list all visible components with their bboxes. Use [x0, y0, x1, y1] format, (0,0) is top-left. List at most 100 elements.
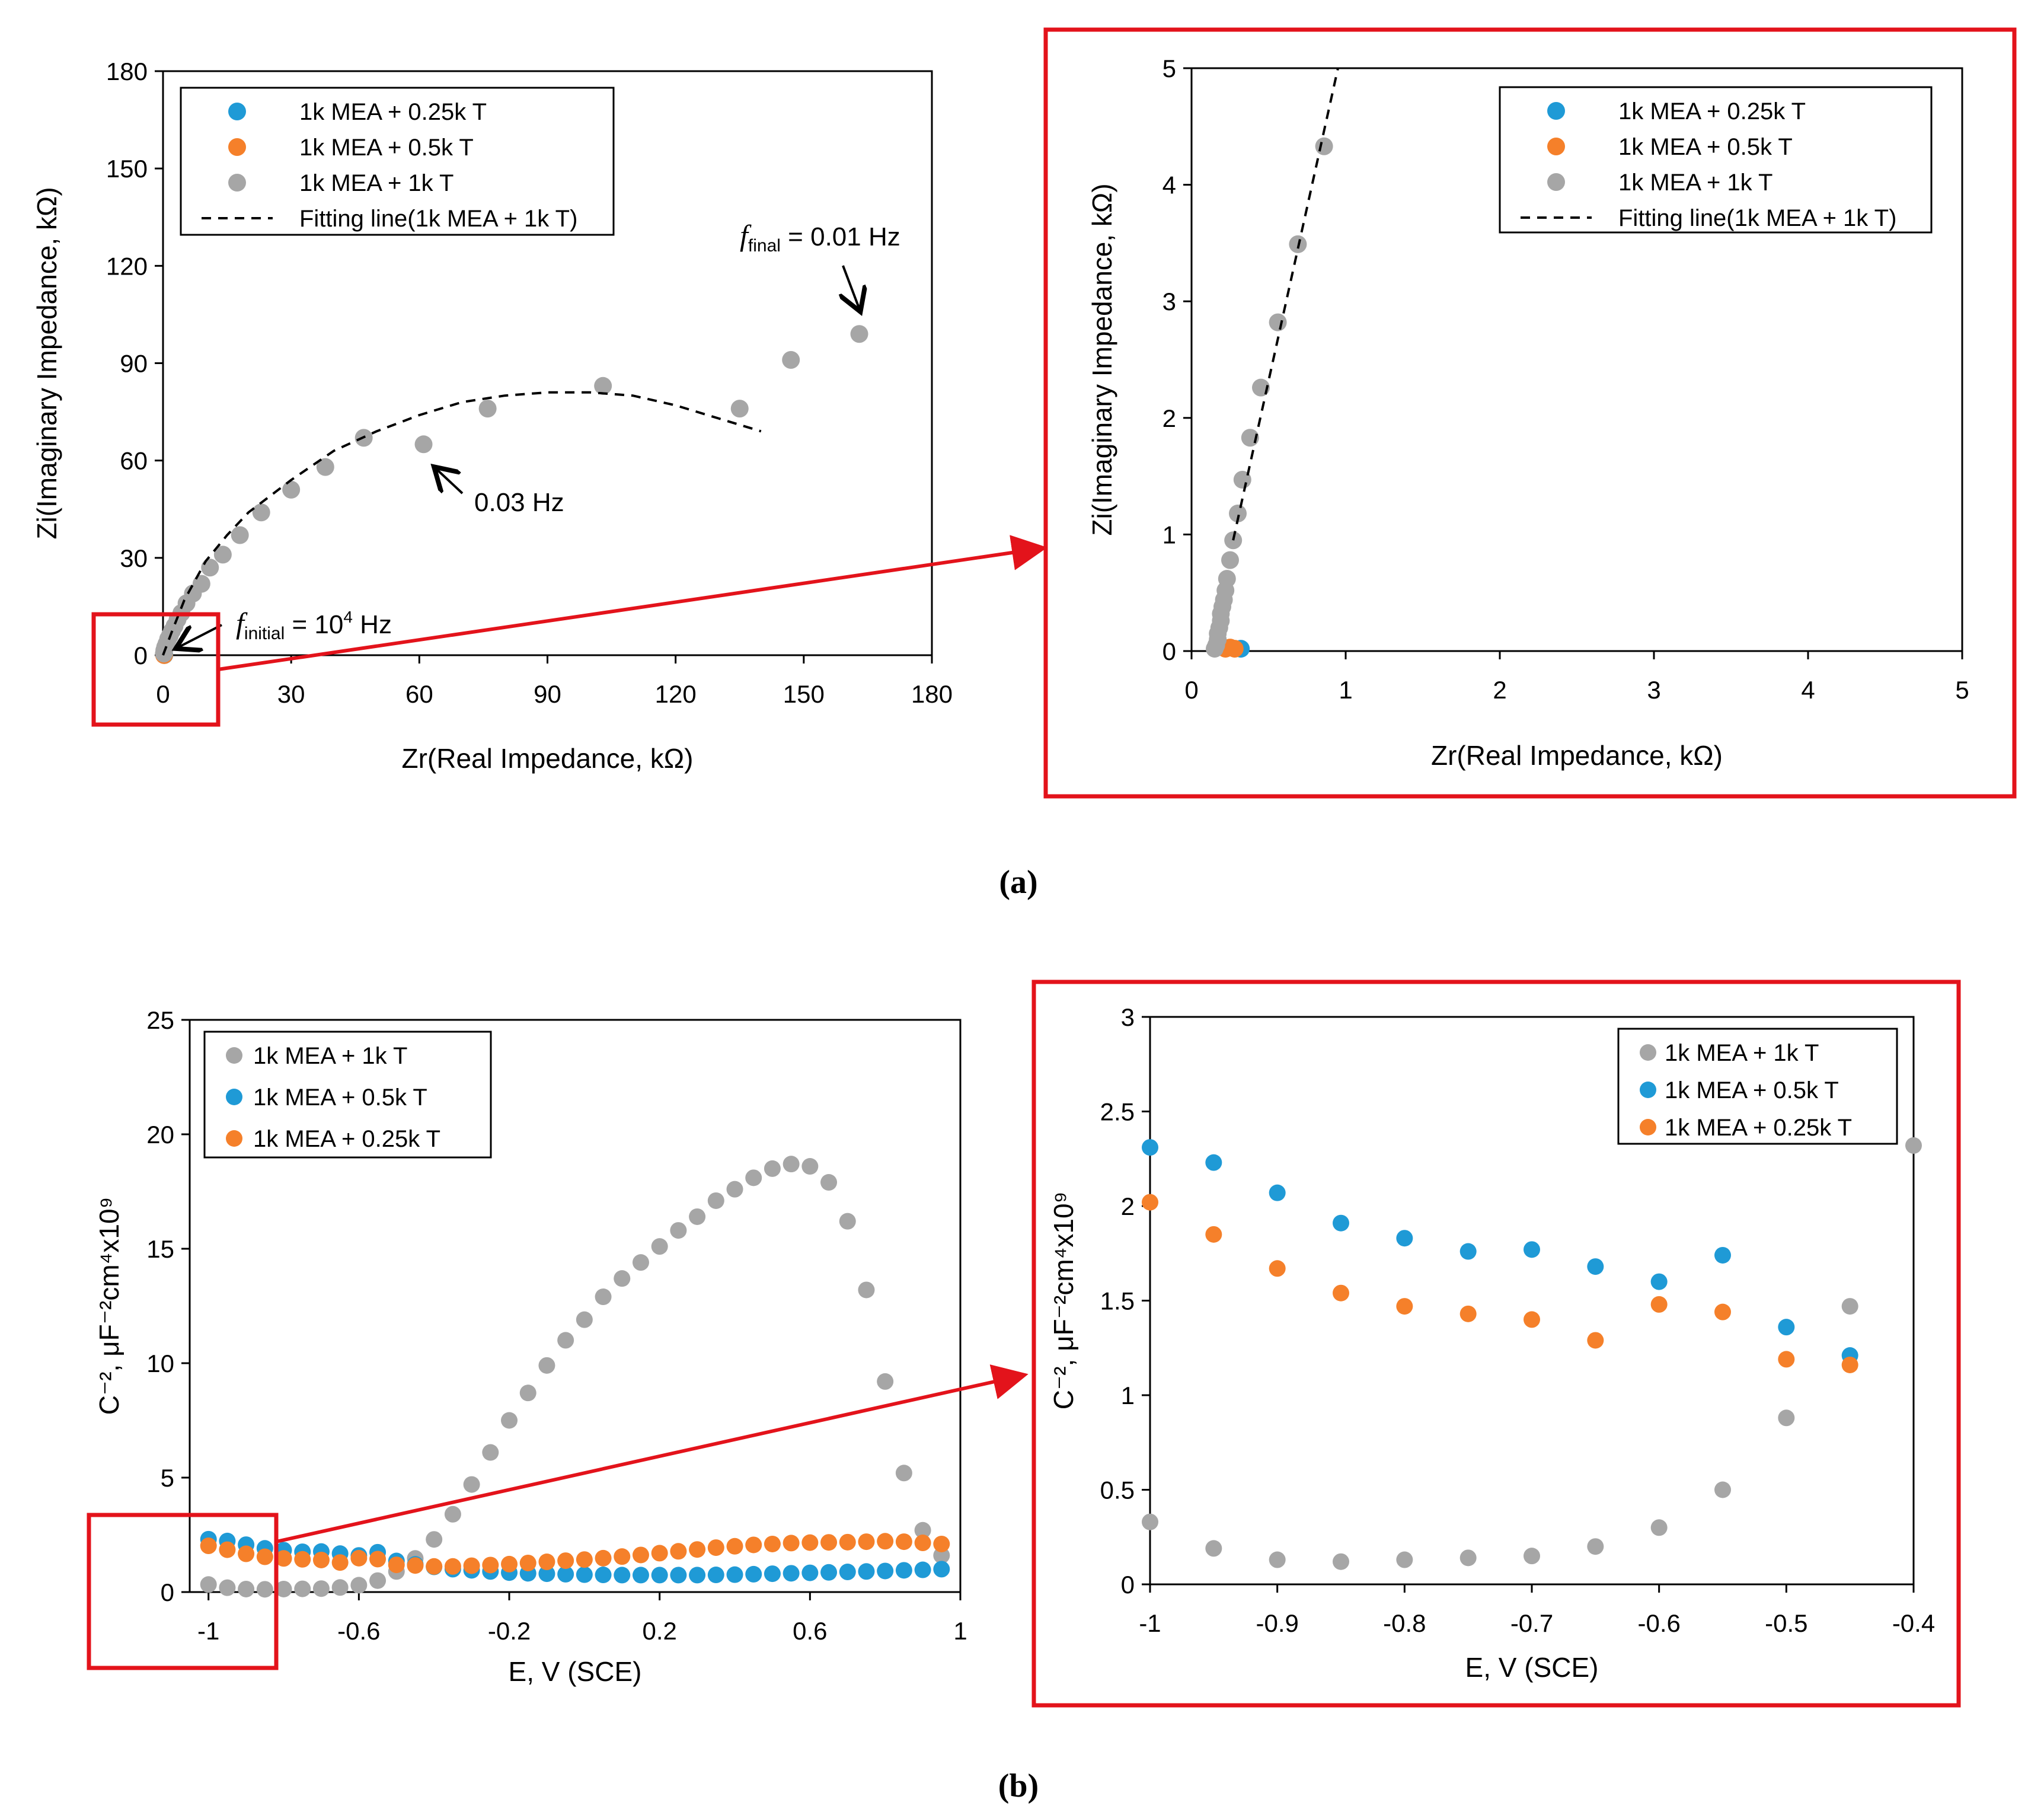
data-point-orange: [388, 1556, 405, 1574]
data-point-orange: [557, 1552, 574, 1570]
x-axis-label: E, V (SCE): [509, 1656, 642, 1687]
data-point-gray: [256, 1581, 273, 1598]
data-point-gray: [275, 1580, 292, 1597]
legend-box: [203, 1031, 492, 1159]
data-point-orange: [1225, 640, 1244, 658]
y-tick-label: 120: [106, 252, 148, 280]
y-tick-label: 1.5: [1100, 1287, 1135, 1315]
arrow-f-final: [843, 265, 860, 310]
x-tick-label: -0.8: [1383, 1609, 1426, 1637]
data-point-gray: [252, 503, 270, 522]
data-point-gray: [1524, 1548, 1540, 1565]
x-axis-label: Zr(Real Impedance, kΩ): [1431, 740, 1723, 771]
data-point-gray: [801, 1158, 819, 1175]
chart-a-zoom: 0 1 2 3 4 5 0 1 2 3 4 5 Zr(Real Impedance, kΩ) Zi(Ima…: [1087, 55, 1969, 771]
data-point-orange: [312, 1551, 330, 1568]
data-point-orange: [219, 1541, 236, 1558]
chart-a-main: 0 30 60 90 120 150 180 0 30 60 90 120 150 180 Zr(Real …: [31, 58, 953, 774]
data-point-orange: [350, 1549, 368, 1567]
data-point-blue: [689, 1567, 706, 1584]
y-tick-label: 4: [1162, 171, 1176, 199]
data-point-blue: [933, 1561, 950, 1578]
data-point-gray: [1841, 1298, 1858, 1315]
data-point-blue: [858, 1563, 875, 1580]
x-tick-label: 0.2: [642, 1617, 676, 1645]
data-point-orange: [519, 1554, 536, 1571]
data-point-gray: [707, 1192, 724, 1209]
data-point-orange: [256, 1548, 273, 1565]
y-tick-label: 25: [146, 1006, 174, 1034]
data-point-blue: [820, 1564, 838, 1581]
x-tick-label: -0.5: [1765, 1609, 1807, 1637]
y-tick-label: 150: [106, 155, 148, 183]
data-point-gray: [726, 1181, 743, 1198]
data-point-gray: [1269, 313, 1287, 331]
y-axis-label: C⁻², μF⁻²cm⁴x10⁹: [1048, 1192, 1079, 1410]
data-point-gray: [231, 526, 249, 544]
legend-label: 1k MEA + 0.25k T: [1618, 98, 1806, 125]
data-point-gray: [1229, 505, 1247, 523]
data-point-blue: [576, 1566, 593, 1583]
data-point-orange: [614, 1548, 631, 1565]
data-point-gray: [444, 1505, 461, 1523]
legend-label: 1k MEA + 0.25k T: [299, 99, 487, 125]
data-point-orange: [764, 1535, 781, 1552]
data-point-gray: [895, 1465, 912, 1482]
data-point-gray: [1587, 1538, 1604, 1555]
data-point-gray: [192, 575, 210, 593]
data-point-gray: [1221, 551, 1239, 569]
y-tick-label: 90: [120, 350, 148, 378]
y-axis-label: C⁻², μF⁻²cm⁴x10⁹: [94, 1197, 124, 1415]
data-point-gray: [858, 1281, 875, 1299]
legend-label: 1k MEA + 0.5k T: [299, 135, 474, 161]
plot-frame: [189, 1019, 962, 1593]
data-point-orange: [444, 1558, 461, 1575]
y-tick-label: 1: [1121, 1382, 1135, 1409]
legend-label: 1k MEA + 0.5k T: [1618, 134, 1793, 160]
data-point-gray: [783, 1156, 800, 1173]
zoom-arrow-b: [276, 1364, 1029, 1543]
data-point-orange: [595, 1549, 612, 1567]
data-point-gray: [294, 1580, 311, 1597]
data-point-orange: [1333, 1284, 1349, 1302]
annotation-f-initial: finitial = 104 Hz: [236, 607, 392, 643]
data-point-orange: [1269, 1260, 1286, 1277]
data-point-gray: [1142, 1513, 1158, 1530]
y-tick-label: 5: [1162, 55, 1176, 82]
data-point-gray: [782, 351, 800, 369]
data-point-gray: [820, 1174, 838, 1191]
data-point-orange: [238, 1545, 255, 1562]
data-point-blue: [1459, 1243, 1477, 1260]
data-point-orange: [877, 1533, 894, 1550]
y-tick-label: 1: [1162, 521, 1176, 548]
data-point-orange: [820, 1534, 838, 1551]
data-point-blue: [745, 1565, 762, 1583]
data-point-gray: [1459, 1549, 1477, 1567]
data-point-gray: [651, 1238, 668, 1255]
data-point-gray: [501, 1412, 518, 1429]
arrow-f-mid: [436, 468, 464, 495]
arrow-f-initial: [178, 624, 222, 647]
x-tick-label: 120: [655, 680, 697, 708]
data-point-gray: [369, 1572, 387, 1589]
data-point-orange: [933, 1535, 950, 1552]
fitting-line: [1232, 68, 1339, 541]
data-point-orange: [1841, 1356, 1858, 1373]
data-point-orange: [689, 1541, 706, 1558]
data-point-gray: [1333, 1553, 1349, 1570]
data-point-orange: [331, 1554, 349, 1571]
x-tick-label: -1: [1139, 1609, 1161, 1637]
x-tick-label: -0.7: [1510, 1609, 1553, 1637]
data-point-orange: [801, 1534, 819, 1551]
caption-a: (a): [999, 864, 1037, 901]
data-point-blue: [839, 1564, 856, 1581]
legend-label: Fitting line(1k MEA + 1k T): [1618, 205, 1896, 231]
data-point-gray: [1269, 1551, 1286, 1568]
data-point-orange: [783, 1535, 800, 1552]
data-point-blue: [1650, 1273, 1668, 1290]
data-point-gray: [914, 1521, 931, 1539]
x-tick-label: 150: [783, 680, 825, 708]
data-point-blue: [1524, 1241, 1540, 1258]
data-point-gray: [213, 546, 232, 564]
zoom-frame-a: [1043, 27, 2017, 799]
